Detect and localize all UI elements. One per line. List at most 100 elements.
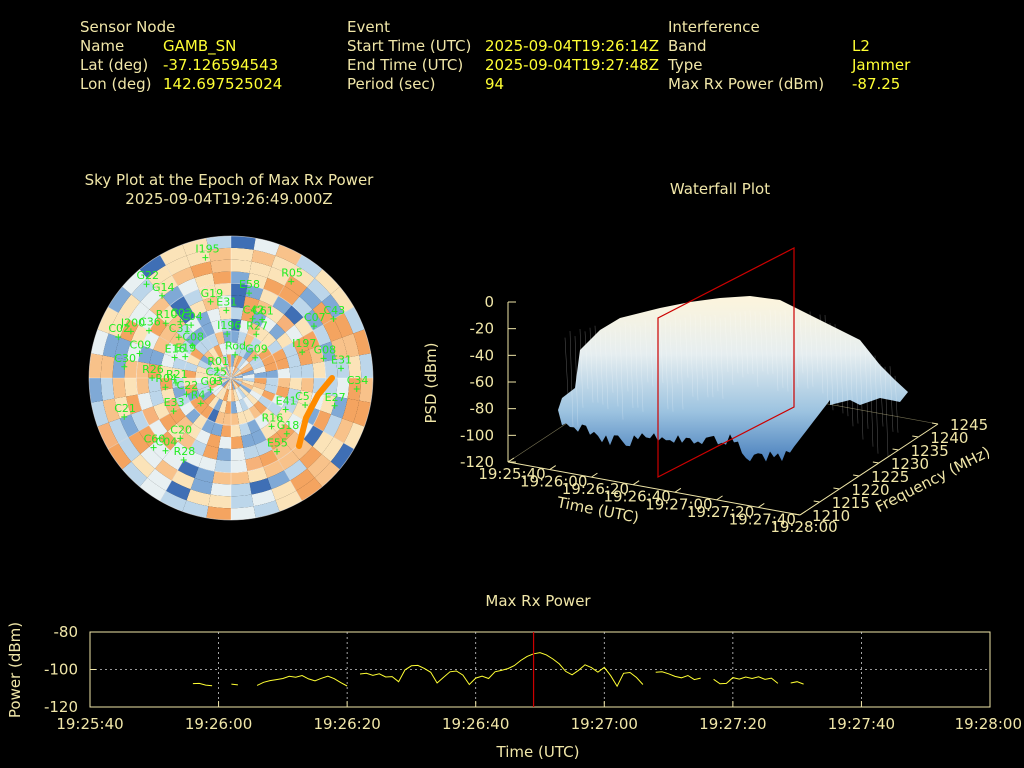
sky-tile	[108, 443, 132, 470]
satellite-label: E31	[331, 353, 352, 366]
sky-tile	[261, 408, 277, 424]
satellite-label: E55	[267, 437, 288, 450]
satellite-marker	[214, 367, 221, 374]
sky-tile	[264, 384, 278, 395]
sky-tile	[235, 343, 244, 356]
sky-tile	[222, 412, 231, 426]
sky-tile	[314, 269, 340, 295]
satellite-marker	[127, 328, 134, 335]
sky-tile	[235, 388, 243, 401]
waterfall-x-tick	[758, 503, 765, 508]
satellite-marker	[197, 400, 204, 407]
event-block: Event Start Time (UTC) 2025-09-04T19:26:1…	[347, 18, 659, 94]
satellite-label: G18	[277, 419, 300, 432]
satellite-label: R16	[262, 411, 284, 424]
sky-tile	[185, 332, 201, 348]
satellite-marker	[299, 349, 306, 356]
sky-tile	[231, 368, 241, 378]
sky-tile	[214, 283, 231, 297]
power-x-tick-label: 19:27:40	[828, 715, 895, 733]
sky-tile	[210, 383, 222, 394]
interference-block: Interference Band L2 Type Jammer Max Rx Po…	[668, 18, 910, 94]
sky-tile	[131, 454, 155, 478]
sky-tile	[147, 265, 172, 288]
sky-tile	[206, 506, 231, 520]
sensor-node-title: Sensor Node	[80, 18, 176, 36]
sky-plot-title: Sky Plot at the Epoch of Max Rx Power	[84, 171, 374, 189]
sky-tile	[142, 330, 160, 350]
sensor-lon-value: 142.697525024	[163, 75, 283, 93]
sky-tile	[330, 443, 354, 470]
sky-tile	[164, 398, 180, 414]
sky-tile	[239, 398, 249, 412]
sky-tile	[203, 393, 216, 406]
sky-tile	[231, 283, 248, 297]
sky-tile	[208, 494, 231, 509]
sky-tile	[259, 289, 279, 307]
sky-tile	[219, 375, 231, 378]
sky-tile	[233, 354, 240, 367]
sky-tile	[251, 249, 276, 267]
sky-tile	[213, 398, 223, 412]
interference-band-label: Band	[668, 37, 707, 55]
power-series-line	[655, 671, 701, 681]
sky-tile	[192, 326, 208, 342]
satellite-marker	[353, 386, 360, 393]
sky-tile	[124, 359, 138, 378]
sky-tile	[131, 278, 155, 302]
sky-tile	[225, 378, 231, 390]
interference-power-label: Max Rx Power (dBm)	[668, 75, 825, 93]
sky-tile	[231, 366, 237, 378]
sky-tile	[219, 355, 227, 368]
sensor-lat-label: Lat (deg)	[80, 56, 149, 74]
sky-tile	[171, 367, 185, 378]
power-frame	[89, 631, 991, 708]
satellite-marker	[171, 354, 178, 361]
sky-tile	[294, 419, 313, 439]
sky-tile	[353, 329, 371, 356]
satellite-label: G09	[245, 343, 268, 356]
sky-tile	[324, 359, 338, 378]
sky-tile	[198, 455, 217, 472]
power-series-line	[231, 683, 238, 686]
sky-azimuth-spoke	[230, 306, 355, 379]
sky-tile	[218, 307, 231, 320]
sky-tile	[286, 388, 301, 403]
sky-tile	[333, 312, 354, 338]
waterfall-z-tick-label: -20	[470, 320, 495, 338]
sky-tile	[260, 423, 277, 440]
waterfall-x-tick	[716, 495, 723, 501]
sky-tile	[210, 482, 231, 497]
sky-tile	[219, 373, 231, 378]
sky-tile	[224, 342, 231, 355]
satellite-label: C20	[170, 423, 192, 436]
satellite-marker	[177, 318, 184, 325]
event-start-label: Start Time (UTC)	[347, 37, 472, 55]
sky-tile	[160, 365, 173, 378]
sky-tile	[162, 285, 184, 306]
sky-tile	[277, 378, 291, 389]
sky-tile	[159, 324, 177, 343]
sky-tile	[267, 401, 283, 417]
sky-tile	[228, 366, 231, 378]
sky-tile	[241, 433, 256, 448]
power-x-ticks: 19:25:40 19:26:00 19:26:20 19:26:40 19:27:00…	[56, 701, 1022, 733]
sky-tile	[231, 378, 239, 389]
sky-tile	[171, 378, 185, 389]
waterfall-y-tick	[813, 500, 820, 503]
sky-tile	[312, 378, 326, 395]
satellite-marker	[170, 408, 177, 415]
sky-tile	[251, 489, 276, 507]
sky-tile	[179, 339, 195, 355]
sky-tile	[231, 366, 234, 378]
sky-tile	[118, 294, 141, 319]
sky-tile	[307, 278, 331, 302]
event-end-value: 2025-09-04T19:27:48Z	[485, 56, 659, 74]
sky-tile	[118, 437, 141, 462]
sky-tile	[231, 236, 256, 250]
sensor-name-value: GAMB_SN	[163, 37, 237, 55]
waterfall-surface-texture	[564, 310, 899, 457]
sky-tile	[154, 459, 178, 481]
